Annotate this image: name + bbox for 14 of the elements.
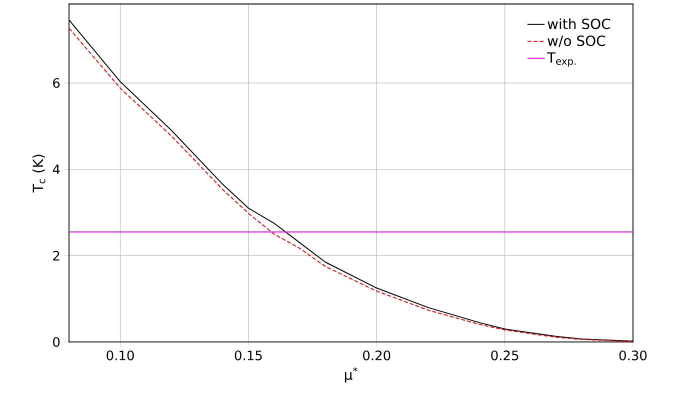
x-tick-label: 0.10 — [106, 350, 134, 360]
x-tick-label: 0.25 — [491, 350, 518, 360]
y-tick-label: 6 — [53, 78, 60, 88]
x-axis-title: μ$^{*}$ — [345, 367, 358, 383]
x-tick-label: 0.15 — [234, 350, 262, 360]
legend-label: T$_{exp.}$ — [546, 52, 576, 67]
legend-label: with SOC — [548, 18, 610, 30]
y-tick-label: 0 — [53, 337, 60, 347]
x-tick-label: 0.30 — [619, 350, 647, 360]
x-tick-label: 0.20 — [363, 350, 390, 360]
y-axis-title: T$_{c}$ (K) — [32, 154, 46, 193]
y-tick-label: 2 — [53, 250, 60, 260]
y-tick-label: 4 — [52, 164, 60, 174]
legend-label: w/o SOC — [548, 35, 606, 48]
